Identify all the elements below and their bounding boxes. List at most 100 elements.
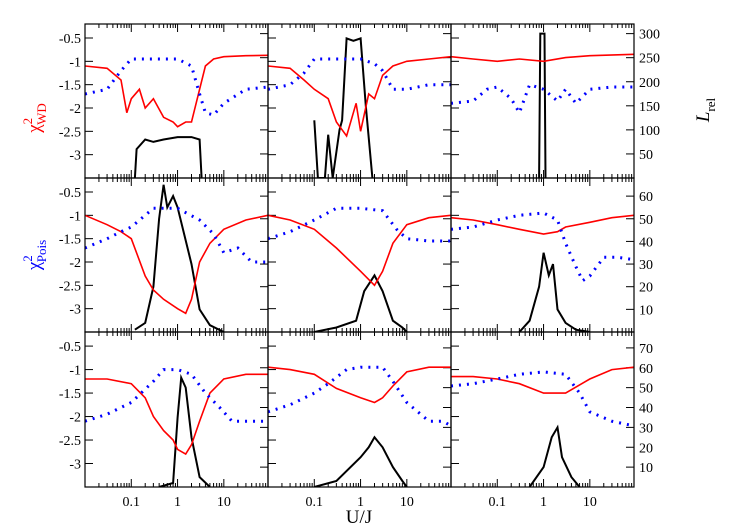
series-chi-wd <box>268 366 451 404</box>
series-chi-pois <box>268 206 451 243</box>
y-right-tick-label: 50 <box>639 148 653 163</box>
xlabel: U/J <box>346 507 372 528</box>
y-left-tick-label: -3 <box>69 458 81 473</box>
y-left-tick-label: -1.5 <box>59 233 81 248</box>
x-tick-label: 1 <box>357 495 364 510</box>
series-chi-pois <box>268 57 451 91</box>
y-right-tick-label: 70 <box>639 342 653 357</box>
series-l-rel <box>314 273 408 332</box>
ylabel-l-rel: Lrel <box>693 97 718 123</box>
series-chi-wd <box>85 373 268 456</box>
series-chi-wd <box>451 366 634 394</box>
y-right-tick-label: 20 <box>639 281 653 296</box>
series-chi-wd <box>451 214 634 235</box>
ylabel-chi-pois: χ2Pois <box>20 240 49 271</box>
y-left-tick-label: -0.5 <box>59 186 81 201</box>
series-l-rel <box>314 435 408 487</box>
y-right-tick-label: 300 <box>639 28 660 43</box>
y-left-tick-label: -2 <box>69 411 81 426</box>
series-chi-wd <box>85 54 268 128</box>
series-chi-pois <box>451 211 634 283</box>
panel-r0-c0: -0.5 -1 -1.5 -2 -2.5 -3 <box>59 23 269 179</box>
series-l-rel <box>158 373 211 487</box>
x-tick-label: 10 <box>583 495 597 510</box>
y-right-tick-label: 30 <box>639 258 653 273</box>
y-right-tick-label: 60 <box>639 362 653 377</box>
panel-r1-c1 <box>267 177 452 333</box>
y-left-tick-label: -1.5 <box>59 387 81 402</box>
panel-r2-c1: 0.1 1 10 <box>267 331 452 510</box>
y-right-tick-label: 10 <box>639 461 653 476</box>
series-chi-wd <box>451 53 634 63</box>
y-left-tick-label: -2 <box>69 256 81 271</box>
y-right-tick-label: 250 <box>639 52 660 67</box>
ylabel-l-rel-main: L <box>693 112 714 124</box>
panel-plot-area <box>85 184 268 332</box>
y-left-tick-label: -0.5 <box>59 340 81 355</box>
ylabel-chi-pois-sup: 2 <box>20 255 35 262</box>
y-right-tick-label: 60 <box>639 190 653 205</box>
y-left-tick-label: -2.5 <box>59 125 81 140</box>
series-chi-pois <box>451 82 634 117</box>
y-right-tick-label: 50 <box>639 213 653 228</box>
y-left-tick-label: -0.5 <box>59 32 81 47</box>
series-chi-pois <box>268 365 451 428</box>
panel-plot-area <box>451 211 634 332</box>
panel-frame <box>84 23 269 179</box>
y-left-tick-label: -1.5 <box>59 79 81 94</box>
panel-r2-c2: 0.1 1 10 10 20 30 40 50 60 70 <box>450 331 653 510</box>
y-right-tick-label: 150 <box>639 100 660 115</box>
series-chi-pois <box>451 370 634 428</box>
panel-r1-c0: -0.5 -1 -1.5 -2 -2.5 -3 <box>59 177 269 333</box>
panel-frame <box>84 331 269 488</box>
y-right-tick-label: 50 <box>639 382 653 397</box>
x-tick-label: 1 <box>174 495 181 510</box>
x-tick-label: 0.1 <box>306 495 324 510</box>
panel-plot-area <box>85 54 268 178</box>
panel-plot-area <box>268 365 451 487</box>
y-left-tick-label: -1 <box>69 55 81 70</box>
y-right-tick-label: 40 <box>639 235 653 250</box>
panel-frame <box>450 23 635 179</box>
series-l-rel <box>133 136 203 178</box>
panel-r0-c1 <box>267 23 452 179</box>
panel-frame <box>267 331 452 488</box>
ylabel-chi-pois-sub: Pois <box>34 240 49 262</box>
y-left-tick-label: -3 <box>69 303 81 318</box>
series-l-rel <box>528 424 581 487</box>
y-left-tick-label: -2.5 <box>59 434 81 449</box>
y-right-tick-label: 10 <box>639 303 653 318</box>
y-left-tick-label: -2.5 <box>59 279 81 294</box>
panel-r2-c0: 0.1 1 10 -0.5 -1 -1.5 -2 -2.5 -3 <box>59 331 269 510</box>
panel-r0-c2: 50 100 150 200 250 300 <box>450 23 660 179</box>
y-right-tick-label: 40 <box>639 402 653 417</box>
series-l-rel <box>518 252 590 332</box>
series-l-rel <box>134 184 225 332</box>
ylabel-chi-wd: χ2WD <box>20 103 49 134</box>
panels-layer: -0.5-1-1.5-2-2.5-3 50100150200250300-0.5-… <box>59 23 660 510</box>
y-right-tick-label: 20 <box>639 441 653 456</box>
y-left-tick-label: -3 <box>69 149 81 164</box>
panel-frame <box>450 331 635 488</box>
series-chi-wd <box>268 55 451 138</box>
series-chi-pois <box>85 206 268 264</box>
y-right-tick-label: 30 <box>639 421 653 436</box>
ylabel-chi-wd-sup: 2 <box>20 118 35 125</box>
y-right-tick-label: 200 <box>639 76 660 91</box>
series-l-rel <box>313 37 374 178</box>
x-tick-label: 1 <box>540 495 547 510</box>
panel-plot-area <box>451 32 634 178</box>
panel-plot-area <box>268 37 451 178</box>
ylabel-l-rel-sub: rel <box>703 97 718 111</box>
series-l-rel <box>538 32 547 178</box>
series-chi-pois <box>85 57 268 117</box>
series-chi-wd <box>85 214 268 315</box>
x-tick-label: 10 <box>217 495 231 510</box>
ylabel-chi-pois-main: χ <box>24 261 45 271</box>
panel-r1-c2: 10 20 30 40 50 60 <box>450 177 653 333</box>
y-left-tick-label: -1 <box>69 209 81 224</box>
panel-plot-area <box>268 206 451 332</box>
x-tick-label: 0.1 <box>123 495 141 510</box>
series-chi-wd <box>268 214 451 287</box>
